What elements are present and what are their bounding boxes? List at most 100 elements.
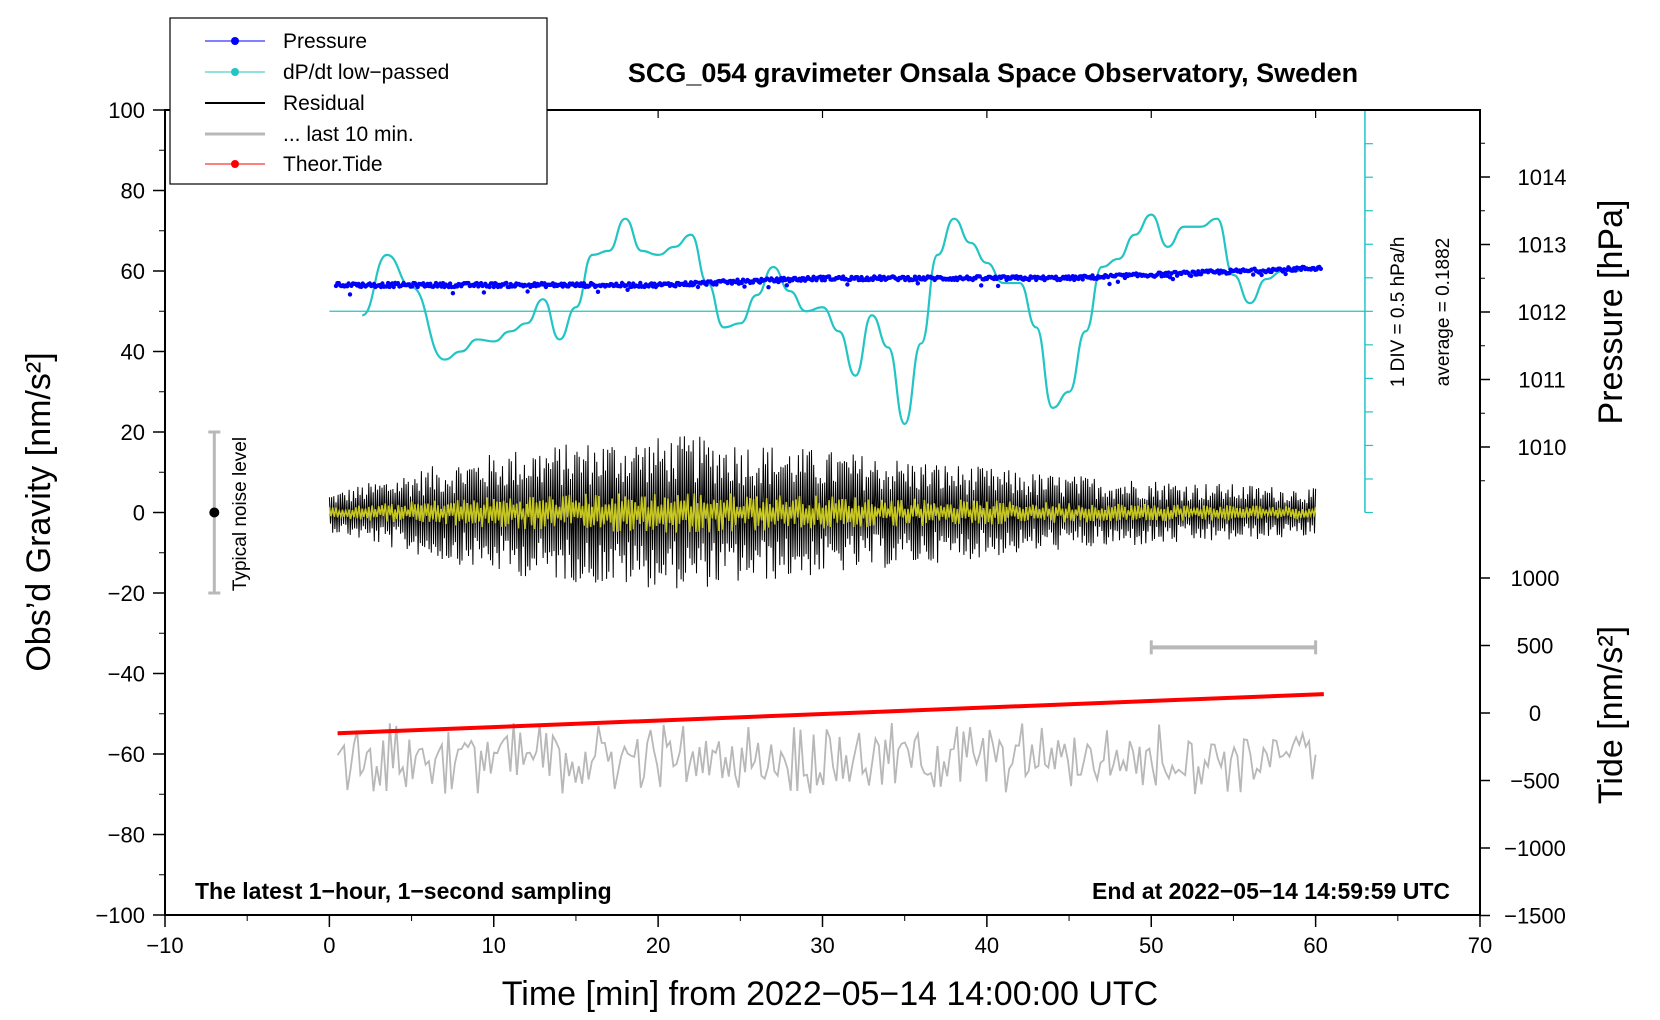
pressure-point [391, 284, 396, 290]
y-axis-title: Obs’d Gravity [nm/s²] [20, 352, 58, 671]
legend-marker-tide [231, 160, 239, 168]
tide-tick-label: −1000 [1504, 836, 1566, 861]
pressure-point [1189, 273, 1194, 279]
pressure-series [333, 264, 1324, 297]
annotation-average: average = 0.1882 [1433, 238, 1454, 386]
legend-box [169, 17, 548, 185]
legend-label-dpdt: dP/dt low−passed [283, 61, 449, 84]
y-tick-label: −100 [95, 903, 145, 928]
pressure-point [784, 283, 789, 288]
legend-label-pressure: Pressure [283, 30, 367, 53]
legend-label-tide: Theor.Tide [283, 153, 383, 176]
pressure-point [1170, 276, 1176, 282]
tide-series-line [337, 692, 1324, 736]
pressure-tick-label: 1014 [1518, 165, 1567, 190]
tide-tick-label: 500 [1517, 634, 1554, 659]
y-tick-label: −80 [108, 823, 145, 848]
y-tick-label: −40 [108, 662, 145, 687]
pressure-axis-title: Pressure [hPa] [1592, 200, 1630, 425]
pressure-point [845, 282, 850, 287]
pressure-point [525, 289, 530, 294]
pressure-point [409, 284, 415, 289]
plot-area [208, 109, 1373, 795]
residual-smoothed-line [328, 493, 1317, 533]
x-tick-label: 60 [1303, 933, 1327, 958]
annotation-div: 1 DIV = 0.5 hPa/h [1388, 237, 1409, 388]
pressure-point [979, 283, 984, 288]
residual-series-line [328, 436, 1317, 589]
annotation-end-time: End at 2022−05−14 14:59:59 UTC [1092, 878, 1450, 904]
pressure-point [491, 284, 496, 290]
y-tick-label: −60 [108, 742, 145, 767]
x-tick-label: 0 [323, 933, 335, 958]
pressure-point [395, 281, 401, 286]
pressure-point [735, 277, 740, 282]
pressure-point [1318, 266, 1324, 271]
pressure-point [481, 290, 487, 295]
noise-level-center-point [209, 507, 220, 518]
legend: Pressure dP/dt low−passed Residual ... l… [169, 17, 548, 185]
pressure-point [487, 284, 492, 290]
x-tick-label: 40 [975, 933, 999, 958]
pressure-tick-label: 1013 [1518, 233, 1567, 258]
y-tick-label: 100 [108, 98, 145, 123]
pressure-point [1198, 272, 1204, 277]
pressure-point [595, 289, 601, 294]
pressure-point [626, 281, 632, 286]
pressure-point [995, 283, 1001, 289]
pressure-point [1080, 277, 1085, 282]
pressure-point [1090, 273, 1095, 278]
pressure-point [1115, 279, 1121, 284]
y-axis-tide: 1000 500 0 −500 −1000 −1500 [1480, 566, 1566, 929]
pressure-point [625, 287, 630, 292]
annotation-noise-level: Typical noise level [230, 437, 251, 591]
pressure-point [450, 291, 456, 296]
legend-label-residual: Residual [283, 92, 365, 115]
pressure-tick-label: 1010 [1518, 435, 1567, 460]
tide-tick-label: 1000 [1511, 566, 1560, 591]
legend-label-last10: ... last 10 min. [283, 123, 414, 146]
y-tick-label: 40 [121, 340, 145, 365]
pressure-point [1251, 272, 1256, 277]
pressure-point [1283, 271, 1288, 277]
pressure-point [695, 284, 701, 290]
pressure-point [347, 292, 353, 297]
y-tick-label: 60 [121, 259, 145, 284]
tide-tick-label: 0 [1529, 701, 1541, 726]
pressure-point [742, 284, 747, 289]
y-axis-pressure: 1010 1011 1012 1013 1014 [1480, 142, 1567, 482]
y-axis-left: −100 −80 −60 −40 −20 0 20 40 60 80 100 [95, 98, 165, 928]
pressure-point [766, 285, 771, 290]
pressure-point [914, 277, 919, 282]
pressure-point [1107, 281, 1112, 287]
y-tick-label: 80 [121, 179, 145, 204]
annotation-sampling: The latest 1−hour, 1−second sampling [195, 878, 612, 904]
pressure-point [1259, 272, 1264, 278]
x-tick-label: 70 [1468, 933, 1492, 958]
dpdt-series-line [361, 213, 1300, 426]
x-axis-title: Time [min] from 2022−05−14 14:00:00 UTC [502, 975, 1158, 1013]
y-tick-label: 0 [133, 501, 145, 526]
tide-tick-label: −500 [1510, 769, 1560, 794]
y-tick-label: −20 [108, 581, 145, 606]
tide-axis-title: Tide [nm/s²] [1592, 626, 1630, 804]
pressure-point [504, 280, 509, 286]
pressure-tick-label: 1011 [1518, 368, 1565, 393]
tide-tick-label: −1500 [1504, 904, 1566, 929]
x-tick-label: −10 [146, 933, 183, 958]
legend-marker-pressure [231, 37, 239, 45]
last-10min-series-line [336, 722, 1317, 795]
x-axis: −10 0 10 20 30 40 50 60 70 [146, 110, 1492, 958]
x-tick-label: 10 [482, 933, 506, 958]
x-tick-label: 30 [810, 933, 834, 958]
chart-title: SCG_054 gravimeter Onsala Space Observat… [628, 58, 1358, 88]
x-tick-label: 20 [646, 933, 670, 958]
legend-marker-dpdt [231, 68, 239, 76]
pressure-point [915, 281, 920, 286]
y-tick-label: 20 [121, 420, 145, 445]
pressure-tick-label: 1012 [1518, 300, 1567, 325]
x-tick-label: 50 [1139, 933, 1163, 958]
pressure-point [447, 281, 453, 286]
pressure-point [638, 280, 643, 286]
